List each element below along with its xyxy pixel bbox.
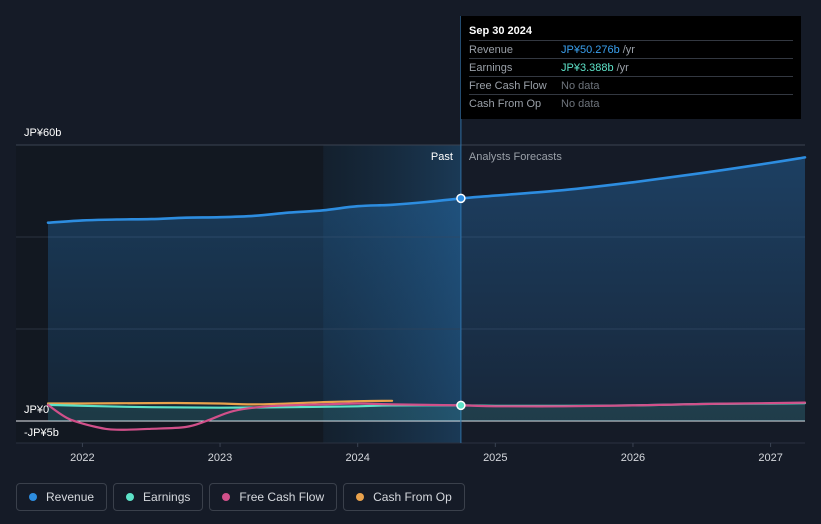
axis-labels: JP¥60b JP¥0 -JP¥5b 2022 2023 2024 2025 2026 2027…	[24, 127, 783, 464]
legend-label: Cash From Op	[373, 490, 452, 504]
revenue-area	[48, 157, 805, 421]
earnings-marker	[456, 400, 466, 411]
series-line-free-cash-flow	[46, 401, 807, 431]
x-tick-label: 2026	[621, 452, 645, 464]
legend-label: Revenue	[46, 490, 95, 504]
legend-dot-icon	[126, 493, 135, 501]
tooltip-row-cash-from-op: Cash From Op No data	[469, 94, 793, 112]
tooltip-value: JP¥50.276b	[561, 43, 620, 56]
legend-dot-icon	[222, 493, 231, 501]
series-line-cash-from-op	[46, 399, 394, 406]
tooltip-value: No data	[561, 97, 600, 110]
revenue-area-fill	[48, 157, 805, 421]
hover-markers	[456, 193, 466, 411]
legend-label: Earnings	[143, 490, 191, 504]
tooltip-row-revenue: Revenue JP¥50.276b /yr	[469, 40, 793, 58]
forecast-label: Analysts Forecasts	[469, 151, 562, 163]
legend-item-free-cash-flow[interactable]: Free Cash Flow	[209, 483, 338, 511]
x-tick-label: 2023	[208, 452, 232, 464]
series-lines	[46, 156, 807, 431]
x-tick-label: 2024	[345, 452, 369, 464]
legend-dot-icon	[356, 493, 365, 501]
legend-dot-icon	[29, 493, 37, 501]
tooltip-date: Sep 30 2024	[469, 25, 532, 37]
tooltip-label: Earnings	[469, 61, 513, 74]
earnings-area-fill	[48, 403, 805, 421]
tooltip: Sep 30 2024 Revenue JP¥50.276b /yr Earni…	[461, 16, 801, 119]
tooltip-value: JP¥3.388b	[561, 61, 614, 74]
y-tick-label: JP¥0	[24, 404, 49, 416]
legend-item-cash-from-op[interactable]: Cash From Op	[343, 483, 465, 511]
legend-label: Free Cash Flow	[239, 490, 325, 504]
tooltip-value: No data	[561, 79, 600, 92]
legend: Revenue Earnings Free Cash Flow Cash Fro…	[16, 483, 465, 511]
series-line-revenue	[46, 156, 807, 224]
y-tick-label: -JP¥5b	[24, 427, 59, 439]
revenue-marker	[456, 193, 466, 204]
x-tick-label: 2025	[483, 452, 507, 464]
legend-item-revenue[interactable]: Revenue	[16, 483, 108, 511]
past-label: Past	[431, 151, 453, 163]
y-tick-label: JP¥60b	[24, 127, 61, 139]
x-tick-label: 2027	[758, 452, 782, 464]
tooltip-label: Free Cash Flow	[469, 79, 547, 92]
tooltip-row-free-cash-flow: Free Cash Flow No data	[469, 76, 793, 94]
tooltip-unit: /yr	[616, 61, 629, 74]
x-tick-label: 2022	[70, 452, 94, 464]
tooltip-row-earnings: Earnings JP¥3.388b /yr	[469, 58, 793, 76]
legend-item-earnings[interactable]: Earnings	[113, 483, 204, 511]
tooltip-unit: /yr	[622, 43, 635, 56]
tooltip-label: Cash From Op	[469, 97, 542, 110]
tooltip-label: Revenue	[469, 43, 514, 56]
